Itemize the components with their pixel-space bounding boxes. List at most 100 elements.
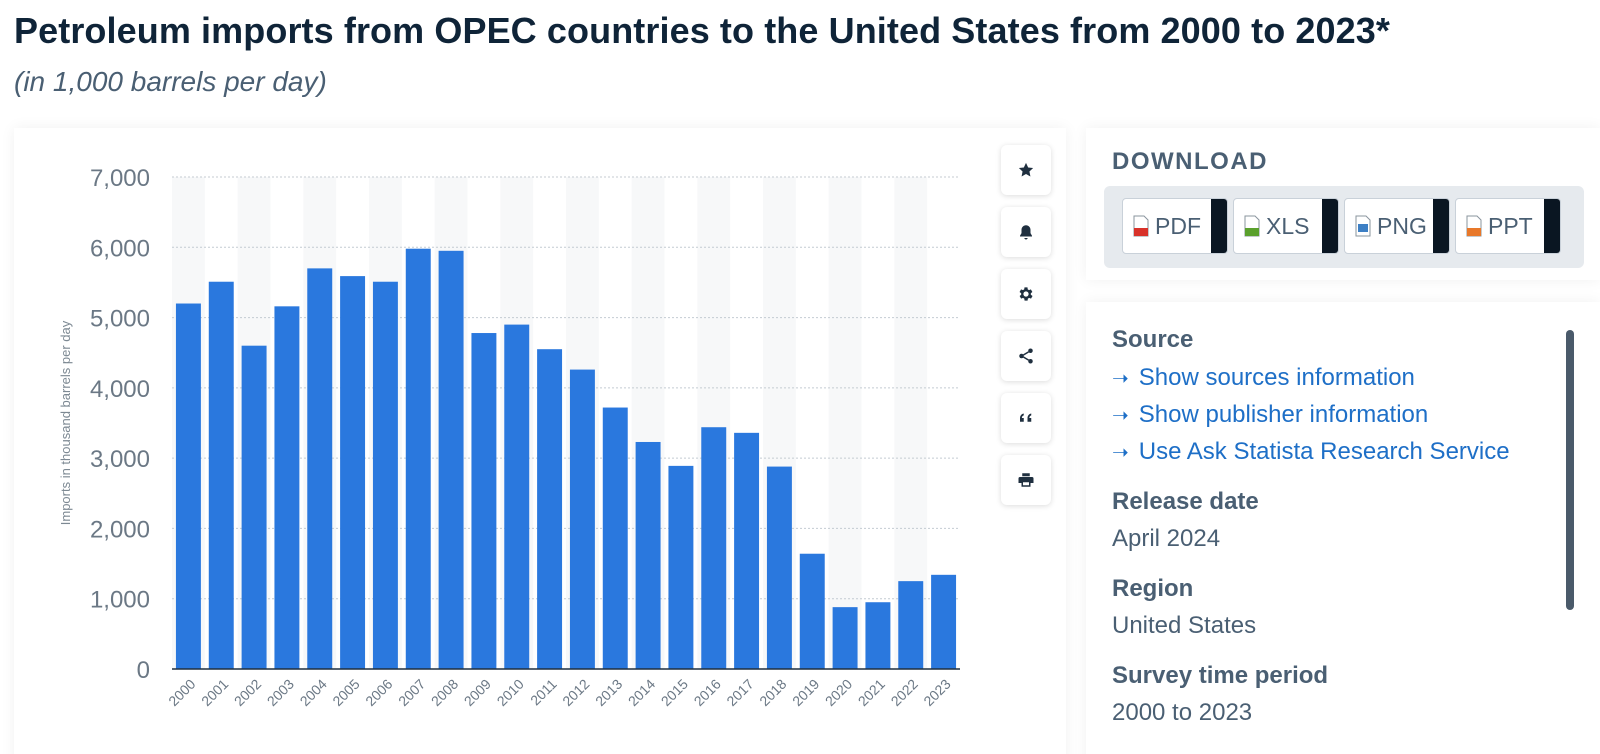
x-tick-label: 2021 xyxy=(855,676,888,709)
bar-2003 xyxy=(274,306,300,669)
bar-2007 xyxy=(405,248,431,669)
bar-chart: 0 1,000 2,000 3,000 4,000 5,000 6,000 7,000 Impo… xyxy=(58,165,960,709)
bar-2004 xyxy=(307,268,333,669)
x-tick-label: 2016 xyxy=(691,676,724,709)
info-scrollbar[interactable] xyxy=(1566,330,1574,610)
y-tick-label: 5,000 xyxy=(90,306,150,333)
y-tick-label: 0 xyxy=(137,657,150,684)
page-title: Petroleum imports from OPEC countries to… xyxy=(14,10,1391,51)
bar-2021 xyxy=(865,602,891,669)
arrow-right-icon: ➝ xyxy=(1112,405,1129,427)
share-icon xyxy=(1019,348,1033,364)
download-title: DOWNLOAD xyxy=(1112,148,1268,175)
statistic-info-panel: Source ➝ Show sources information ➝ Show p… xyxy=(1086,302,1600,754)
x-tick-label: 2006 xyxy=(362,676,395,709)
bar-2005 xyxy=(340,276,366,669)
release-date-value: April 2024 xyxy=(1112,525,1221,552)
x-tick-label: 2002 xyxy=(231,676,264,709)
x-tick-label: 2001 xyxy=(198,676,231,709)
notification-button[interactable] xyxy=(1001,207,1051,257)
download-png-button[interactable]: PNG xyxy=(1344,198,1450,254)
x-tick-label: 2010 xyxy=(494,676,527,709)
quote-icon xyxy=(1020,413,1032,422)
show-publisher-link[interactable]: ➝ Show publisher information xyxy=(1112,401,1429,428)
printer-icon xyxy=(1018,473,1034,487)
bar-2002 xyxy=(241,345,267,669)
x-tick-label: 2007 xyxy=(395,676,428,709)
region-value: United States xyxy=(1112,612,1257,639)
bar-2000 xyxy=(175,303,201,669)
bar-2022 xyxy=(898,581,924,669)
y-tick-label: 6,000 xyxy=(90,235,150,262)
x-tick-label: 2013 xyxy=(592,676,625,709)
x-tick-label: 2012 xyxy=(559,676,592,709)
favorite-button[interactable] xyxy=(1001,145,1051,195)
bar-2008 xyxy=(438,250,464,670)
chart-card: 0 1,000 2,000 3,000 4,000 5,000 6,000 7,000 Impo… xyxy=(14,128,1066,754)
arrow-right-icon: ➝ xyxy=(1112,368,1129,390)
x-tick-label: 2000 xyxy=(165,676,198,709)
bar-2019 xyxy=(799,553,825,669)
x-tick-label: 2003 xyxy=(264,676,297,709)
bar-2010 xyxy=(504,324,530,669)
page-subtitle: (in 1,000 barrels per day) xyxy=(14,66,327,97)
xls-file-icon xyxy=(1244,215,1260,237)
bar-2011 xyxy=(537,349,563,669)
bar-2016 xyxy=(701,427,727,669)
column-band xyxy=(828,177,862,669)
settings-button[interactable] xyxy=(1001,269,1051,319)
png-file-icon xyxy=(1355,215,1371,237)
x-tick-label: 2009 xyxy=(461,676,494,709)
pdf-file-icon xyxy=(1133,215,1149,237)
y-tick-label: 7,000 xyxy=(90,165,150,192)
gear-icon xyxy=(1019,287,1033,301)
x-tick-label: 2011 xyxy=(527,676,560,709)
chart-toolbar xyxy=(1001,145,1051,517)
bar-2023 xyxy=(931,574,957,669)
arrow-right-icon: ➝ xyxy=(1112,442,1129,464)
download-panel: DOWNLOAD PDF XLS PNG PPT xyxy=(1086,128,1600,280)
y-tick-label: 3,000 xyxy=(90,446,150,473)
download-xls-button[interactable]: XLS xyxy=(1233,198,1339,254)
download-pdf-label: PDF xyxy=(1155,212,1201,239)
x-tick-label: 2017 xyxy=(723,676,756,709)
bar-2014 xyxy=(635,441,661,669)
research-service-link[interactable]: ➝ Use Ask Statista Research Service xyxy=(1112,438,1510,465)
y-tick-label: 1,000 xyxy=(90,587,150,614)
bar-2015 xyxy=(668,465,694,669)
source-heading: Source xyxy=(1112,326,1194,353)
y-tick-label: 2,000 xyxy=(90,516,150,543)
bar-2020 xyxy=(832,607,858,669)
x-tick-label: 2019 xyxy=(789,676,822,709)
download-ppt-button[interactable]: PPT xyxy=(1455,198,1561,254)
x-tick-label: 2022 xyxy=(888,676,921,709)
print-button[interactable] xyxy=(1001,455,1051,505)
show-sources-link[interactable]: ➝ Show sources information xyxy=(1112,364,1415,391)
bar-2012 xyxy=(569,369,595,669)
x-tick-label: 2005 xyxy=(329,676,362,709)
x-tick-label: 2020 xyxy=(822,676,855,709)
x-tick-label: 2023 xyxy=(920,676,953,709)
release-date-heading: Release date xyxy=(1112,488,1259,515)
x-tick-label: 2014 xyxy=(625,676,658,709)
download-png-label: PNG xyxy=(1377,212,1427,239)
download-buttons: PDF XLS PNG PPT xyxy=(1104,186,1584,268)
x-tick-label: 2015 xyxy=(658,676,691,709)
y-tick-label: 4,000 xyxy=(90,376,150,403)
ppt-file-icon xyxy=(1466,215,1482,237)
download-xls-label: XLS xyxy=(1266,212,1310,239)
bell-icon xyxy=(1020,225,1032,240)
x-tick-label: 2008 xyxy=(428,676,461,709)
cite-button[interactable] xyxy=(1001,393,1051,443)
share-button[interactable] xyxy=(1001,331,1051,381)
bar-2018 xyxy=(766,466,792,669)
survey-period-heading: Survey time period xyxy=(1112,662,1329,689)
bar-2001 xyxy=(208,281,234,669)
download-pdf-button[interactable]: PDF xyxy=(1122,198,1228,254)
star-icon xyxy=(1018,162,1034,177)
download-ppt-label: PPT xyxy=(1488,212,1533,239)
x-tick-label: 2004 xyxy=(297,676,330,709)
bar-2017 xyxy=(734,432,760,669)
bar-2009 xyxy=(471,333,497,669)
bar-2013 xyxy=(602,407,628,669)
